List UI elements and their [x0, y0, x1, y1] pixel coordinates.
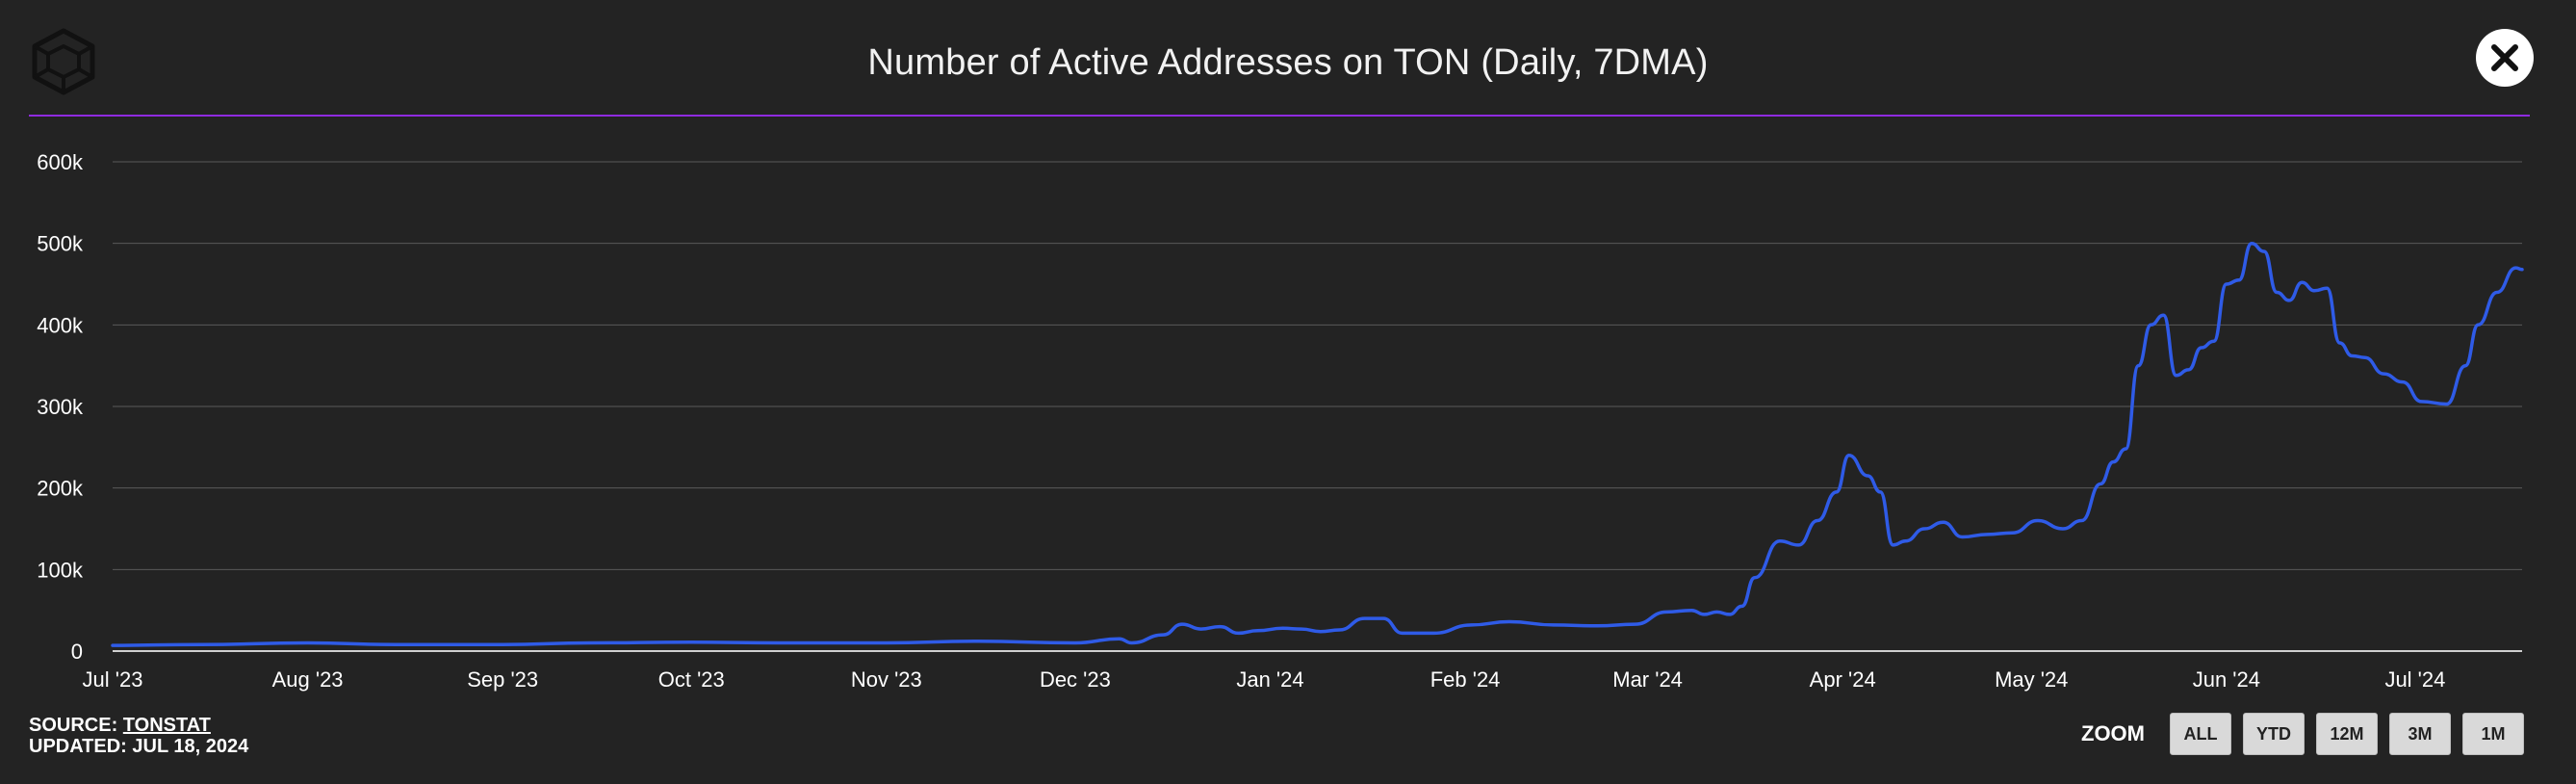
cube-logo-icon [32, 28, 95, 95]
x-tick-label: Oct '23 [658, 667, 725, 692]
zoom-ytd-button[interactable]: YTD [2243, 713, 2305, 755]
y-tick-label: 500k [37, 232, 84, 256]
y-tick-label: 300k [37, 395, 84, 419]
x-tick-label: Jun '24 [2193, 667, 2260, 692]
x-tick-label: Jan '24 [1236, 667, 1303, 692]
zoom-all-button[interactable]: ALL [2170, 713, 2231, 755]
series-line-active-addresses [111, 241, 2524, 647]
series-layer [111, 241, 2524, 647]
grid-lines [113, 161, 2522, 652]
x-axis-ticks: Jul '23 Aug '23 Sep '23 Oct '23 Nov '23 Dec '… [83, 667, 2446, 692]
x-tick-label: Apr '24 [1810, 667, 1876, 692]
title-divider [29, 115, 2530, 117]
close-button[interactable] [2476, 29, 2534, 87]
x-tick-label: Nov '23 [851, 667, 922, 692]
source-info: SOURCE: TONSTAT UPDATED: JUL 18, 2024 [29, 715, 248, 757]
zoom-label: ZOOM [2081, 721, 2145, 745]
close-icon [2491, 44, 2518, 71]
x-tick-label: May '24 [1995, 667, 2068, 692]
updated-date: UPDATED: JUL 18, 2024 [29, 736, 249, 757]
zoom-controls: ZOOM ALL YTD 12M 3M 1M [2081, 713, 2524, 755]
x-tick-label: Dec '23 [1040, 667, 1111, 692]
y-tick-label: 400k [37, 313, 84, 337]
x-tick-label: Jul '24 [2384, 667, 2445, 692]
y-tick-label: 0 [71, 640, 83, 664]
x-tick-label: Aug '23 [272, 667, 344, 692]
chart-title: Number of Active Addresses on TON (Daily… [867, 42, 1709, 83]
x-tick-label: Mar '24 [1612, 667, 1683, 692]
zoom-3m-button[interactable]: 3M [2389, 713, 2451, 755]
y-axis-ticks: 0 100k 200k 300k 400k 500k 600k [37, 150, 84, 664]
x-tick-label: Sep '23 [467, 667, 538, 692]
x-tick-label: Jul '23 [83, 667, 143, 692]
y-tick-label: 100k [37, 558, 84, 582]
y-tick-label: 600k [37, 150, 84, 174]
y-tick-label: 200k [37, 477, 84, 501]
source-label: SOURCE: [29, 715, 118, 736]
source-link[interactable]: TONSTAT [122, 715, 211, 736]
zoom-1m-button[interactable]: 1M [2462, 713, 2524, 755]
x-tick-label: Feb '24 [1430, 667, 1501, 692]
zoom-12m-button[interactable]: 12M [2316, 713, 2378, 755]
